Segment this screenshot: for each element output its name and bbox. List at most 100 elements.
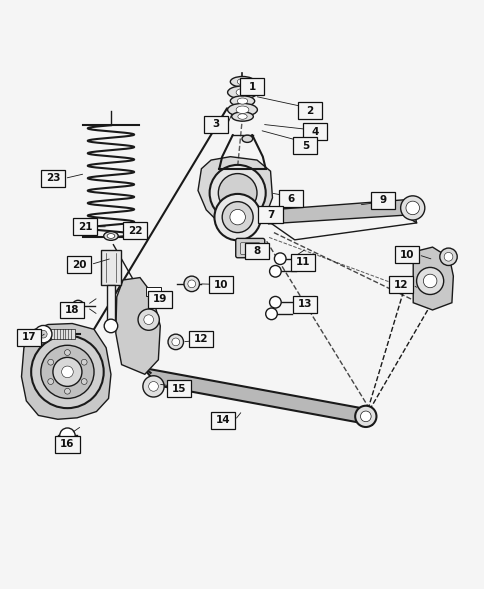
Text: 23: 23: [45, 173, 60, 183]
FancyBboxPatch shape: [278, 190, 302, 207]
Ellipse shape: [236, 106, 248, 114]
Circle shape: [265, 308, 277, 320]
Circle shape: [143, 376, 164, 397]
Circle shape: [269, 296, 281, 308]
Polygon shape: [268, 199, 416, 224]
Ellipse shape: [230, 77, 254, 87]
Ellipse shape: [231, 112, 253, 121]
Bar: [107, 284, 115, 321]
Text: 10: 10: [399, 250, 413, 260]
Text: 19: 19: [153, 294, 167, 305]
FancyBboxPatch shape: [16, 329, 41, 346]
Polygon shape: [412, 247, 453, 310]
FancyBboxPatch shape: [235, 239, 264, 258]
Ellipse shape: [237, 79, 247, 85]
Text: 16: 16: [60, 439, 75, 449]
Circle shape: [214, 194, 260, 240]
FancyBboxPatch shape: [148, 291, 172, 308]
FancyBboxPatch shape: [240, 78, 264, 95]
FancyBboxPatch shape: [258, 206, 282, 223]
Polygon shape: [21, 323, 111, 419]
Bar: [101, 250, 121, 284]
Circle shape: [443, 253, 452, 261]
Text: 1: 1: [248, 81, 255, 91]
Circle shape: [60, 428, 75, 444]
Circle shape: [48, 379, 53, 385]
FancyBboxPatch shape: [290, 254, 315, 270]
Circle shape: [39, 330, 47, 338]
Circle shape: [209, 165, 265, 221]
FancyBboxPatch shape: [67, 256, 91, 273]
Circle shape: [31, 336, 104, 408]
Text: 14: 14: [215, 415, 230, 425]
FancyBboxPatch shape: [166, 380, 190, 397]
Ellipse shape: [237, 114, 247, 119]
FancyBboxPatch shape: [55, 436, 79, 453]
Circle shape: [354, 406, 376, 427]
FancyBboxPatch shape: [298, 102, 322, 119]
Text: 10: 10: [213, 280, 227, 290]
FancyBboxPatch shape: [293, 137, 317, 154]
Circle shape: [360, 411, 370, 422]
FancyBboxPatch shape: [370, 192, 394, 209]
FancyBboxPatch shape: [302, 123, 326, 140]
FancyBboxPatch shape: [244, 243, 269, 259]
Circle shape: [41, 345, 94, 399]
FancyBboxPatch shape: [388, 276, 412, 293]
Circle shape: [72, 300, 84, 312]
Polygon shape: [116, 277, 160, 374]
FancyBboxPatch shape: [123, 222, 147, 239]
Circle shape: [138, 309, 159, 330]
Circle shape: [187, 280, 195, 288]
Text: 13: 13: [298, 299, 312, 309]
Circle shape: [229, 209, 245, 225]
Ellipse shape: [104, 231, 118, 240]
Text: 18: 18: [65, 305, 79, 315]
Circle shape: [48, 359, 53, 365]
Ellipse shape: [242, 135, 252, 143]
Text: 9: 9: [378, 195, 386, 205]
Polygon shape: [143, 368, 372, 425]
Circle shape: [64, 388, 70, 394]
Ellipse shape: [237, 98, 247, 104]
Circle shape: [439, 248, 456, 266]
Circle shape: [222, 201, 253, 233]
Circle shape: [405, 201, 419, 215]
Circle shape: [274, 253, 286, 264]
FancyBboxPatch shape: [73, 219, 97, 235]
Circle shape: [81, 379, 87, 385]
FancyBboxPatch shape: [211, 412, 235, 429]
Text: 22: 22: [128, 226, 142, 236]
Ellipse shape: [107, 234, 115, 239]
Circle shape: [171, 338, 179, 346]
Text: 2: 2: [306, 106, 313, 115]
Text: 7: 7: [266, 210, 273, 220]
FancyBboxPatch shape: [60, 302, 84, 319]
Circle shape: [104, 319, 118, 333]
Text: 15: 15: [171, 384, 185, 394]
Text: 17: 17: [21, 332, 36, 342]
FancyBboxPatch shape: [146, 287, 160, 296]
FancyBboxPatch shape: [41, 170, 65, 187]
Text: 12: 12: [393, 280, 408, 290]
Circle shape: [144, 315, 153, 325]
Circle shape: [167, 334, 183, 350]
FancyBboxPatch shape: [189, 330, 213, 348]
Circle shape: [64, 350, 70, 355]
Circle shape: [218, 174, 257, 212]
Circle shape: [269, 266, 281, 277]
Text: 20: 20: [72, 260, 86, 270]
Text: 3: 3: [212, 119, 219, 129]
FancyBboxPatch shape: [203, 116, 227, 133]
Circle shape: [149, 382, 158, 391]
Ellipse shape: [230, 96, 254, 106]
Circle shape: [53, 358, 82, 386]
Text: 21: 21: [78, 222, 92, 232]
FancyBboxPatch shape: [208, 276, 232, 293]
FancyBboxPatch shape: [240, 243, 259, 254]
Circle shape: [61, 366, 73, 378]
Circle shape: [183, 276, 199, 292]
Circle shape: [81, 359, 87, 365]
Text: 5: 5: [301, 141, 308, 151]
FancyBboxPatch shape: [394, 246, 418, 263]
